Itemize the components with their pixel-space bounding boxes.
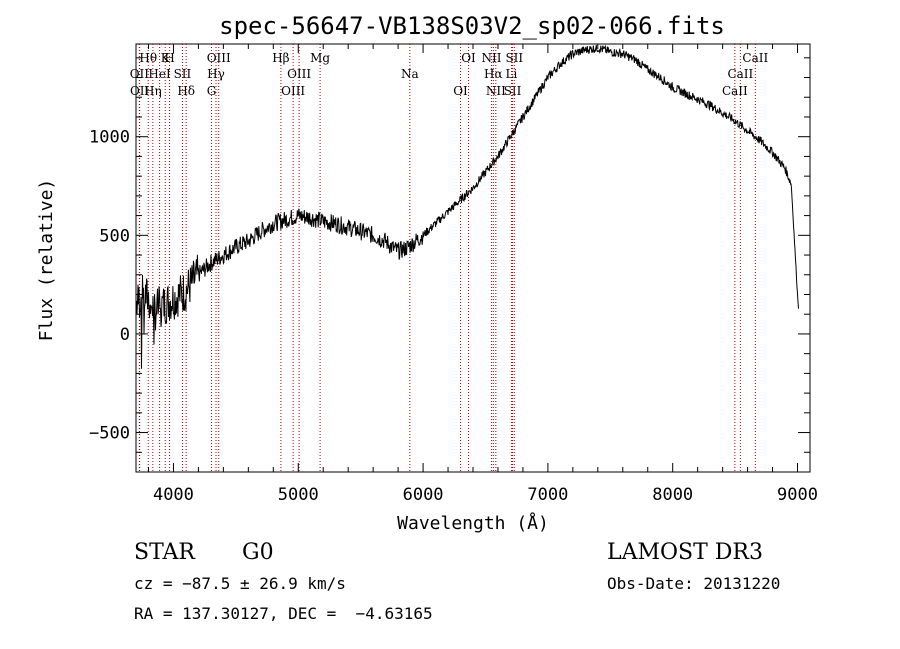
- x-tick-label: 5000: [278, 485, 319, 505]
- line-marker-label: Na: [401, 67, 419, 81]
- survey-name: LAMOST DR3: [607, 540, 763, 565]
- x-tick-label: 6000: [403, 485, 444, 505]
- line-marker-label: OI: [461, 51, 476, 65]
- spectrum-series-line: [135, 44, 799, 369]
- line-marker-label: H: [164, 51, 174, 65]
- line-marker-label: CaII: [722, 84, 748, 98]
- line-marker-label: Hα: [484, 67, 503, 81]
- line-markers: HθOIIOIIKHeIHηHSIIHδOIIIHγGHβOIIIOIIIMgN…: [130, 44, 768, 472]
- x-tick-label: 8000: [652, 485, 693, 505]
- x-tick-label: 4000: [153, 485, 194, 505]
- object-subclass: G0: [242, 540, 274, 565]
- line-marker-label: Hγ: [207, 67, 225, 81]
- redshift-readout: cz = −87.5 ± 26.9 km/s: [134, 574, 346, 593]
- line-marker-label: OII: [130, 84, 150, 98]
- line-marker-label: OIII: [207, 51, 231, 65]
- x-axis-label: Wavelength (Å): [397, 512, 549, 534]
- chart-title: spec-56647-VB138S03V2_sp02-066.fits: [219, 12, 725, 40]
- line-marker-label: Li: [506, 67, 518, 81]
- obs-date: Obs-Date: 20131220: [607, 574, 781, 593]
- object-class: STAR: [134, 540, 195, 565]
- y-tick-label: 0: [120, 325, 130, 345]
- line-marker-label: OIII: [281, 84, 305, 98]
- coordinates: RA = 137.30127, DEC = −4.63165: [134, 604, 433, 623]
- line-marker-label: Hδ: [177, 84, 195, 98]
- line-marker-label: CaII: [727, 67, 753, 81]
- line-marker-label: NII: [486, 84, 506, 98]
- line-marker-label: G: [207, 84, 217, 98]
- line-marker-label: K: [161, 51, 171, 65]
- x-tick-label: 7000: [527, 485, 568, 505]
- line-marker-label: Mg: [310, 51, 330, 65]
- line-marker-label: Hθ: [139, 51, 157, 65]
- y-tick-label: −500: [89, 424, 130, 444]
- line-marker-label: Hβ: [272, 51, 289, 65]
- line-marker-label: NII: [481, 51, 501, 65]
- y-axis-label: Flux (relative): [36, 179, 57, 342]
- line-marker-label: HeI: [148, 67, 171, 81]
- line-marker-label: Hη: [144, 84, 162, 98]
- y-tick-label: 500: [99, 226, 130, 246]
- x-tick-label: 9000: [777, 485, 818, 505]
- line-marker-label: OIII: [287, 67, 311, 81]
- line-marker-label: SII: [504, 84, 522, 98]
- y-tick-label: 1000: [89, 128, 130, 148]
- line-marker-label: CaII: [742, 51, 768, 65]
- line-marker-label: SII: [174, 67, 192, 81]
- line-marker-label: SII: [505, 51, 523, 65]
- line-marker-label: OI: [453, 84, 468, 98]
